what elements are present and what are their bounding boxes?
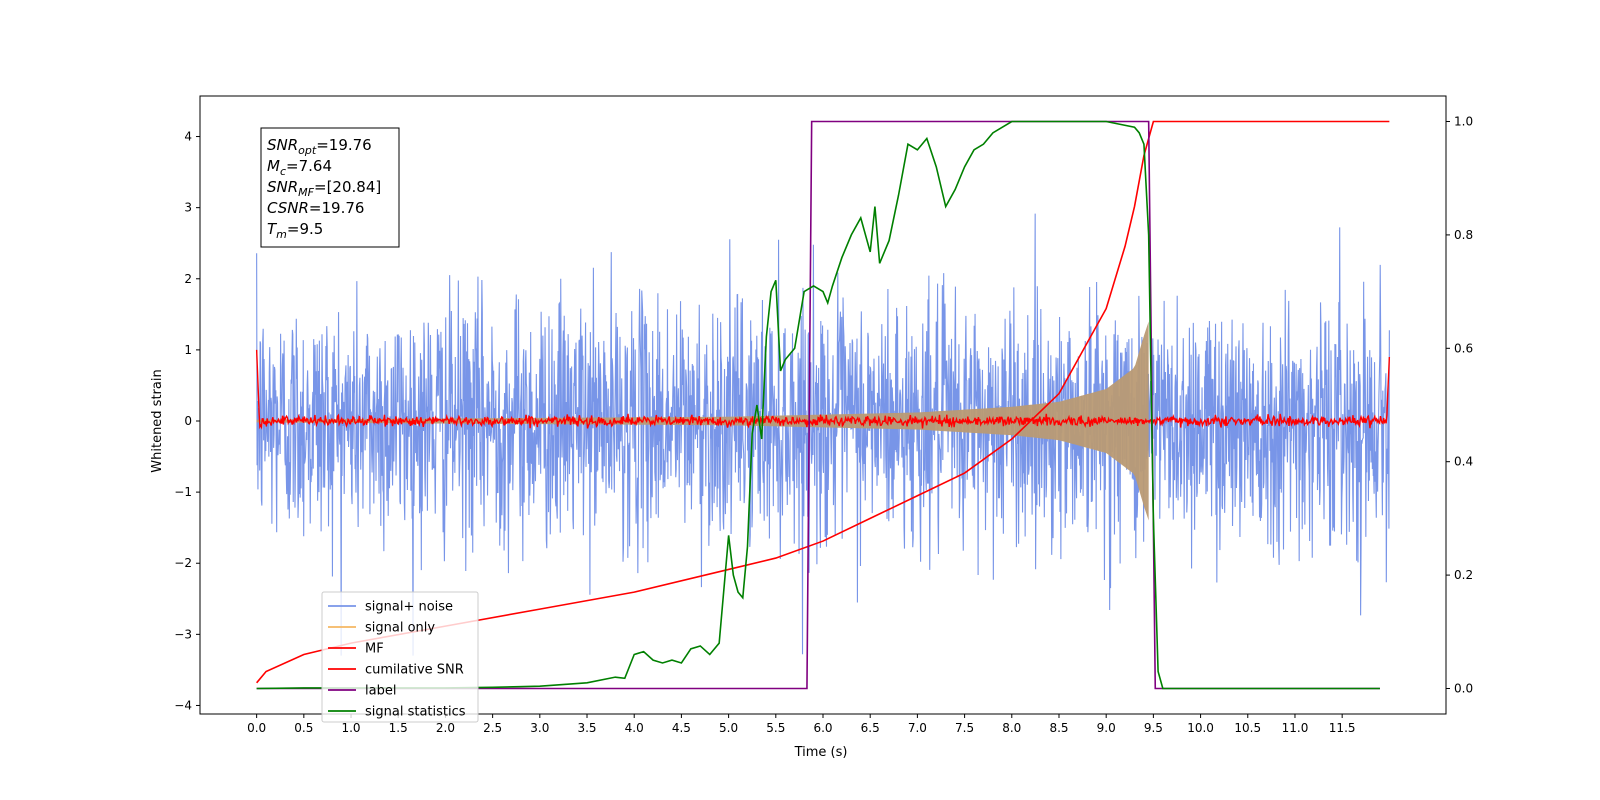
x-tick-label: 8.0 <box>1002 721 1021 735</box>
legend-entry: MF <box>365 642 384 657</box>
legend-entry: label <box>365 684 396 699</box>
y-tick-label: −2 <box>174 556 192 570</box>
series-signal-noise <box>256 213 1390 656</box>
x-tick-label: 3.0 <box>530 721 549 735</box>
annotation-line: Tm=9.5 <box>267 220 323 241</box>
y2-tick-label: 0.8 <box>1454 228 1473 242</box>
legend: signal+ noise signal only MF cumilative SNR… <box>321 591 479 723</box>
series-signal-statistics <box>256 120 1380 690</box>
x-tick-label: 8.5 <box>1049 721 1068 735</box>
x-axis-label: Time (s) <box>794 745 848 760</box>
annotation-line: SNRMF=[20.84] <box>267 178 381 199</box>
y-tick-label: −1 <box>174 485 192 499</box>
annotation-line: Mc=7.64 <box>267 157 332 178</box>
x-tick-label: 11.0 <box>1282 721 1309 735</box>
x-tick-label: 10.0 <box>1187 721 1214 735</box>
y2-tick-label: 0.6 <box>1454 341 1473 355</box>
series-mf <box>255 349 1391 430</box>
annotation-box: SNRopt=19.76Mc=7.64SNRMF=[20.84]CSNR=19.… <box>260 127 400 248</box>
y2-tick-label: 0.4 <box>1454 455 1473 469</box>
x-axis: 0.0 0.5 1.0 1.5 2.0 2.5 3.0 3.5 4.0 4.5 5.0 5.5 6.0 6… <box>247 714 1356 735</box>
y-tick-label: 0 <box>184 414 192 428</box>
x-tick-label: 1.5 <box>389 721 408 735</box>
legend-frame <box>321 591 479 723</box>
x-tick-label: 5.0 <box>719 721 738 735</box>
legend-entry: signal only <box>365 621 435 636</box>
y2-tick-label: 0.2 <box>1454 568 1473 582</box>
y-axis-right: 0.0 0.2 0.4 0.6 0.8 1.0 <box>1446 115 1473 695</box>
x-tick-label: 0.5 <box>294 721 313 735</box>
y-tick-label: 3 <box>184 201 192 215</box>
x-tick-label: 11.5 <box>1329 721 1356 735</box>
annotation-line: SNRopt=19.76 <box>267 136 372 157</box>
x-tick-label: 4.0 <box>625 721 644 735</box>
x-tick-label: 6.0 <box>813 721 832 735</box>
x-tick-label: 4.5 <box>672 721 691 735</box>
y2-tick-label: 1.0 <box>1454 115 1473 129</box>
x-tick-label: 9.5 <box>1144 721 1163 735</box>
y-tick-label: −3 <box>174 627 192 641</box>
y-tick-label: −4 <box>174 698 192 712</box>
annotation-frame <box>260 127 400 248</box>
annotation-line: CSNR=19.76 <box>267 199 364 217</box>
legend-entry: cumilative SNR <box>365 663 464 678</box>
legend-entry: signal+ noise <box>365 600 453 615</box>
x-tick-label: 7.0 <box>908 721 927 735</box>
x-tick-label: 3.5 <box>577 721 596 735</box>
y-tick-label: 2 <box>184 272 192 286</box>
legend-entry: signal statistics <box>365 705 466 720</box>
x-tick-label: 7.5 <box>955 721 974 735</box>
x-tick-label: 9.0 <box>1097 721 1116 735</box>
x-tick-label: 0.0 <box>247 721 266 735</box>
y-axis-left: 4 3 2 1 0 −1 −2 −3 −4 <box>174 130 200 712</box>
x-tick-label: 1.0 <box>341 721 360 735</box>
x-tick-label: 10.5 <box>1234 721 1261 735</box>
x-tick-label: 6.5 <box>861 721 880 735</box>
x-tick-label: 5.5 <box>766 721 785 735</box>
x-tick-label: 2.0 <box>436 721 455 735</box>
y-tick-label: 1 <box>184 343 192 357</box>
x-tick-label: 2.5 <box>483 721 502 735</box>
y2-tick-label: 0.0 <box>1454 681 1473 695</box>
y-axis-label: Whitened strain <box>150 369 165 472</box>
y-tick-label: 4 <box>184 130 192 144</box>
